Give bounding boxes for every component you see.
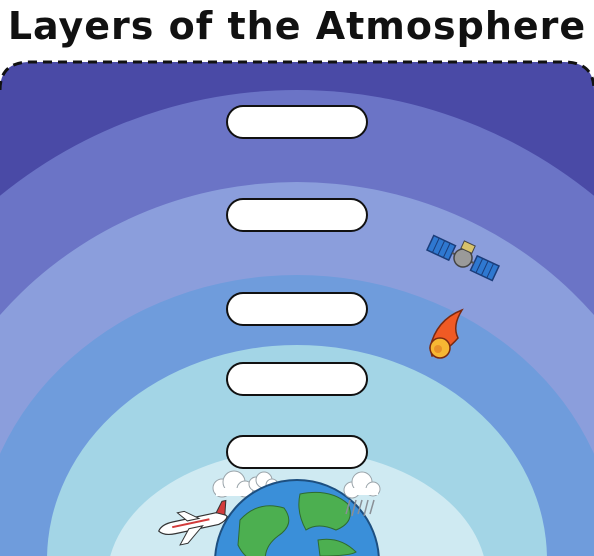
layer-label-box[interactable]	[226, 362, 368, 396]
satellite-icon	[425, 234, 501, 282]
layer-label-box[interactable]	[226, 292, 368, 326]
troposphere-layer	[47, 345, 547, 556]
page-title: Layers of the Atmosphere	[7, 4, 587, 48]
rain-cloud-icon	[343, 471, 381, 517]
layer-label-box[interactable]	[226, 198, 368, 232]
airplane-icon	[158, 499, 228, 546]
layer-label-box[interactable]	[226, 105, 368, 139]
layer-label-box[interactable]	[226, 435, 368, 469]
meteor-icon	[429, 308, 464, 359]
inner-layer	[107, 450, 487, 556]
cloud-icon	[212, 470, 254, 498]
